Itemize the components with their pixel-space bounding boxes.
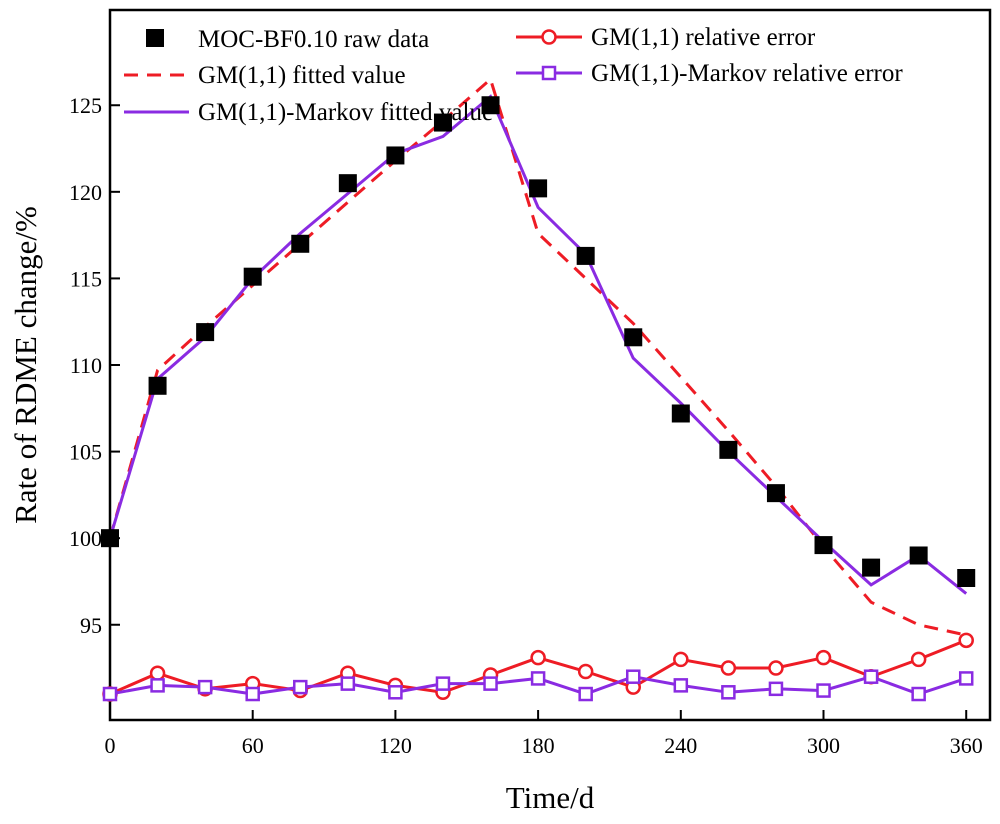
- point-moc-bf0-10-raw-data: [386, 146, 405, 165]
- point-moc-bf0-10-raw-data: [529, 179, 548, 198]
- point-gm-1-1-markov-relative-error: [150, 678, 165, 693]
- y-tick-label: 95: [80, 613, 102, 638]
- x-tick-label: 360: [950, 733, 983, 758]
- series-line-gm-1-1-markov-fitted-value: [108, 94, 968, 595]
- point-gm-1-1-markov-relative-error: [863, 669, 879, 684]
- point-moc-bf0-10-raw-data: [148, 376, 167, 395]
- point-moc-bf0-10-raw-data: [338, 174, 357, 193]
- legend-marker-markov-error: [541, 65, 557, 81]
- point-gm-1-1-relative-error: [720, 660, 737, 676]
- point-gm-1-1-relative-error: [910, 651, 927, 668]
- point-gm-1-1-markov-relative-error: [102, 686, 118, 702]
- y-tick-label: 110: [70, 353, 102, 378]
- point-moc-bf0-10-raw-data: [766, 484, 785, 503]
- point-gm-1-1-markov-relative-error: [816, 683, 831, 698]
- x-tick-label: 120: [379, 733, 412, 758]
- point-gm-1-1-markov-relative-error: [673, 678, 689, 693]
- x-tick-label: 300: [807, 733, 840, 758]
- legend-label-gm11-error: GM(1,1) relative error: [591, 24, 816, 51]
- legend-label-markov-fitted: GM(1,1)-Markov fitted value: [198, 99, 493, 126]
- ticks-layer: 0 60 120 180 240 300 360 95 100 105 110 115 120 125: [69, 93, 983, 758]
- point-gm-1-1-markov-relative-error: [958, 671, 974, 686]
- point-moc-bf0-10-raw-data: [576, 246, 595, 265]
- point-moc-bf0-10-raw-data: [243, 267, 262, 286]
- legend-label-gm11-fitted: GM(1,1) fitted value: [198, 62, 406, 89]
- point-gm-1-1-markov-relative-error: [721, 685, 736, 700]
- legend-marker-raw-data: [146, 29, 164, 47]
- point-moc-bf0-10-raw-data: [291, 234, 310, 253]
- point-gm-1-1-relative-error: [673, 651, 689, 668]
- point-gm-1-1-relative-error: [530, 649, 546, 666]
- point-gm-1-1-markov-relative-error: [911, 686, 926, 702]
- point-moc-bf0-10-raw-data: [624, 328, 643, 347]
- point-gm-1-1-markov-relative-error: [530, 671, 546, 686]
- series-line-gm-1-1-fitted-value: [108, 76, 967, 637]
- point-gm-1-1-relative-error: [768, 660, 784, 676]
- x-tick-label: 60: [242, 733, 264, 758]
- legend-label-raw-data: MOC-BF0.10 raw data: [198, 26, 429, 53]
- point-moc-bf0-10-raw-data: [814, 536, 833, 555]
- y-tick-label: 100: [69, 526, 102, 551]
- x-tick-label: 180: [522, 733, 555, 758]
- point-moc-bf0-10-raw-data: [671, 404, 690, 423]
- point-gm-1-1-relative-error: [958, 632, 974, 649]
- series-layer: [101, 76, 976, 702]
- point-moc-bf0-10-raw-data: [719, 440, 738, 459]
- legend: MOC-BF0.10 raw data GM(1,1) fitted value…: [124, 24, 903, 126]
- point-gm-1-1-markov-relative-error: [625, 669, 641, 684]
- point-moc-bf0-10-raw-data: [957, 569, 976, 587]
- point-moc-bf0-10-raw-data: [862, 558, 881, 577]
- point-gm-1-1-relative-error: [577, 663, 594, 680]
- point-gm-1-1-markov-relative-error: [197, 679, 213, 695]
- y-tick-label: 125: [69, 93, 102, 118]
- point-gm-1-1-relative-error: [149, 665, 166, 681]
- y-tick-label: 105: [69, 440, 102, 465]
- point-gm-1-1-markov-relative-error: [483, 676, 498, 691]
- legend-marker-gm11-error: [541, 29, 557, 45]
- point-gm-1-1-markov-relative-error: [245, 686, 260, 702]
- point-gm-1-1-markov-relative-error: [435, 676, 451, 691]
- point-moc-bf0-10-raw-data: [196, 323, 215, 342]
- point-gm-1-1-markov-relative-error: [578, 686, 593, 702]
- point-moc-bf0-10-raw-data: [909, 546, 928, 565]
- point-moc-bf0-10-raw-data: [481, 96, 500, 115]
- x-tick-label: 240: [664, 733, 697, 758]
- x-tick-label: 0: [105, 733, 116, 758]
- point-gm-1-1-markov-relative-error: [293, 679, 308, 695]
- y-axis-title: Rate of RDME change/%: [8, 206, 43, 524]
- point-gm-1-1-markov-relative-error: [768, 681, 784, 697]
- point-moc-bf0-10-raw-data: [433, 113, 452, 132]
- y-tick-label: 115: [70, 266, 102, 291]
- point-gm-1-1-markov-relative-error: [340, 676, 356, 691]
- point-gm-1-1-relative-error: [815, 649, 832, 666]
- y-tick-label: 120: [69, 180, 102, 205]
- legend-label-markov-error: GM(1,1)-Markov relative error: [591, 60, 903, 87]
- point-gm-1-1-markov-relative-error: [388, 685, 403, 700]
- x-axis-title: Time/d: [506, 780, 595, 815]
